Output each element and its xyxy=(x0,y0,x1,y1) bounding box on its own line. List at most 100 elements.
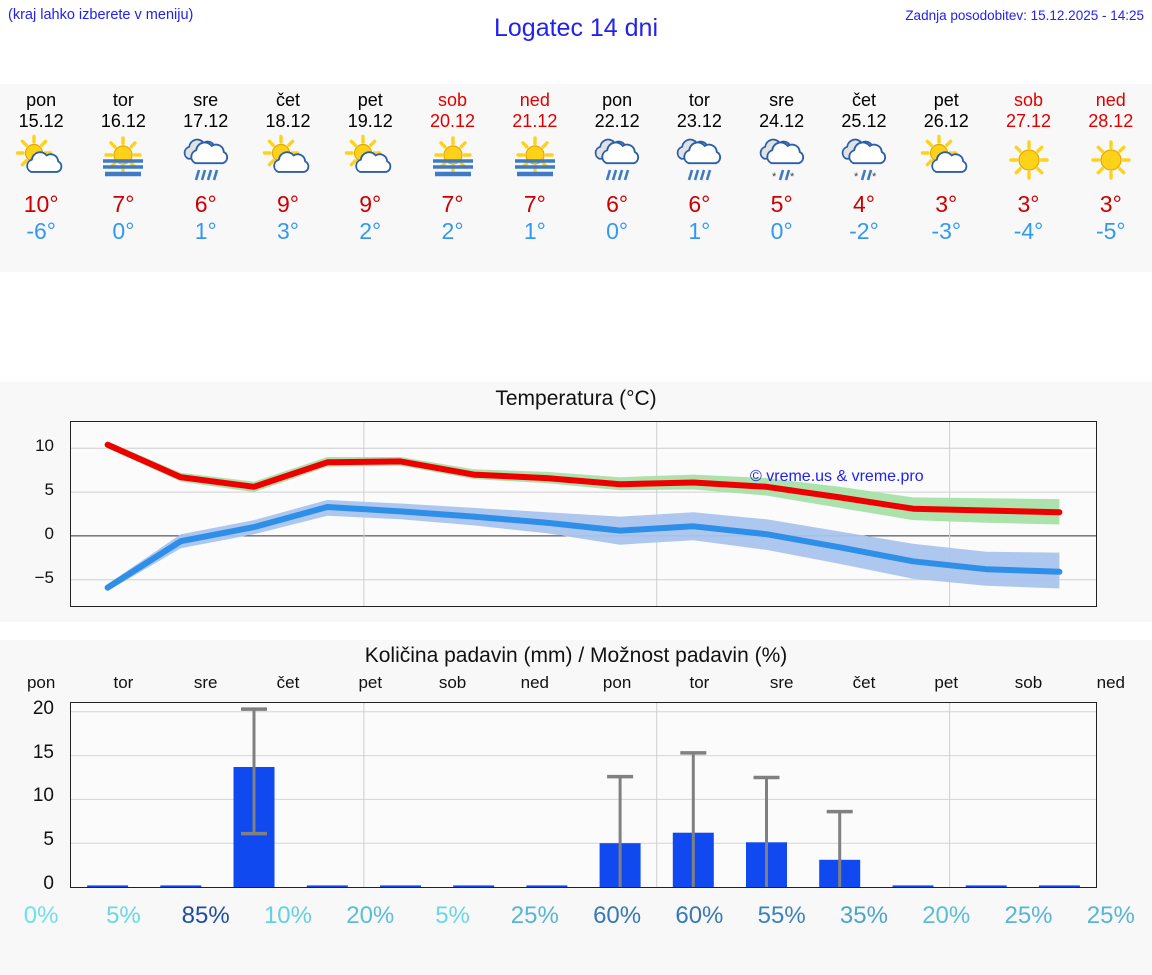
day-max-temp: 7° xyxy=(523,191,546,217)
precipitation-probability-label: 25% xyxy=(510,902,559,929)
day-min-temp: -4° xyxy=(1013,218,1044,244)
svg-text:*: * xyxy=(854,171,859,183)
day-date-label: 28.12 xyxy=(1088,111,1134,131)
cloud-sleet-icon: * * xyxy=(823,134,905,186)
day-min-temp: 0° xyxy=(770,218,793,244)
day-of-week-label: sob xyxy=(438,90,468,110)
cloud-sleet-icon: * * xyxy=(741,134,823,186)
forecast-day-column[interactable]: sob 27.12 3° -4° xyxy=(987,84,1069,272)
precipitation-probability-label: 5% xyxy=(435,902,470,929)
day-date-label: 22.12 xyxy=(594,111,640,131)
day-date-label: 24.12 xyxy=(759,111,805,131)
precipitation-day-label: pet xyxy=(934,673,959,692)
day-date-label: 18.12 xyxy=(265,111,311,131)
forecast-day-column[interactable]: pon 22.12 6° 0° xyxy=(576,84,658,272)
day-date-label: 15.12 xyxy=(18,111,64,131)
precipitation-chart-title: Količina padavin (mm) / Možnost padavin … xyxy=(364,644,788,667)
day-of-week-label: sre xyxy=(769,90,795,110)
day-max-temp: 6° xyxy=(688,191,711,217)
precipitation-y-axis-tick: 15 xyxy=(32,741,54,763)
precipitation-day-labels: pon tor sre čet pet sob ned pon tor sre čet pet sob n… xyxy=(0,673,1152,693)
day-date-label: 26.12 xyxy=(923,111,969,131)
precipitation-probability-label: 10% xyxy=(263,902,312,929)
forecast-day-column[interactable]: ned 28.12 3° -5° xyxy=(1070,84,1152,272)
day-date-label: 27.12 xyxy=(1005,111,1052,131)
svg-text:*: * xyxy=(772,171,777,183)
temperature-y-axis-tick: 0 xyxy=(44,523,54,543)
sun-fog-icon xyxy=(494,134,576,186)
precipitation-chart-panel: Količina padavin (mm) / Možnost padavin … xyxy=(0,640,1152,975)
day-of-week-label: sob xyxy=(1014,90,1044,110)
precipitation-probability-label: 85% xyxy=(181,902,230,929)
day-min-temp: 3° xyxy=(276,218,299,244)
forecast-day-column[interactable]: pon 15.12 10° -6° xyxy=(0,84,82,272)
day-max-temp: 7° xyxy=(441,191,464,217)
day-max-temp: 3° xyxy=(1017,191,1040,217)
precipitation-day-label: sob xyxy=(438,673,467,692)
precipitation-plot-area xyxy=(70,702,1097,888)
forecast-day-column[interactable]: sre 17.12 6° 1° xyxy=(165,84,247,272)
forecast-day-column[interactable]: čet 18.12 9° 3° xyxy=(247,84,329,272)
forecast-day-column[interactable]: čet 25.12 * * 4° -2° xyxy=(823,84,905,272)
cloud-rain-icon xyxy=(658,134,740,186)
day-of-week-label: pet xyxy=(357,90,383,110)
sun-fog-icon xyxy=(411,134,493,186)
day-of-week-label: pon xyxy=(602,90,633,110)
day-min-temp: 1° xyxy=(194,218,217,244)
precipitation-probability-label: 60% xyxy=(593,902,642,929)
precipitation-probability-label: 25% xyxy=(1004,902,1053,929)
precipitation-day-label: tor xyxy=(689,673,710,692)
day-max-temp: 9° xyxy=(276,191,299,217)
day-max-temp: 6° xyxy=(606,191,629,217)
precipitation-day-label: ned xyxy=(1096,673,1125,692)
sun-icon xyxy=(987,134,1069,186)
precipitation-bar-chart xyxy=(71,703,1096,887)
temperature-y-axis-tick: −5 xyxy=(34,567,54,587)
day-min-temp: -6° xyxy=(26,218,56,244)
menu-hint-text: (kraj lahko izberete v meniju) xyxy=(8,7,194,23)
precipitation-day-label: tor xyxy=(113,673,134,692)
day-date-label: 23.12 xyxy=(676,111,722,131)
temperature-chart-panel: Temperatura (°C) 10 5 0 −5 xyxy=(0,382,1152,622)
precipitation-day-label: ned xyxy=(520,673,550,692)
forecast-day-column[interactable]: ned 21.12 7° 1° xyxy=(494,84,576,272)
precipitation-probability-row: 0% 5% 85% 10% 20% 5% 25% 60% 60% 55% 35% 20% 25% 25% xyxy=(0,902,1152,930)
forecast-day-column[interactable]: tor 23.12 6° 1° xyxy=(658,84,740,272)
day-of-week-label: tor xyxy=(688,90,710,110)
precipitation-probability-label: 0% xyxy=(23,902,59,929)
forecast-day-column[interactable]: pet 26.12 3° -3° xyxy=(905,84,987,272)
sun-fog-icon xyxy=(82,134,164,186)
page-title: Logatec 14 dni xyxy=(493,14,659,42)
precipitation-day-label: čet xyxy=(276,673,300,692)
day-of-week-label: tor xyxy=(112,90,134,110)
precipitation-probability-label: 35% xyxy=(839,902,888,929)
day-of-week-label: ned xyxy=(519,90,550,110)
precipitation-probability-label: 25% xyxy=(1086,902,1135,929)
forecast-day-column[interactable]: pet 19.12 9° 2° xyxy=(329,84,411,272)
day-of-week-label: pon xyxy=(26,90,57,110)
temperature-line-chart xyxy=(71,422,1096,606)
forecast-day-column[interactable]: tor 16.12 7° 0° xyxy=(82,84,164,272)
precipitation-y-axis-tick: 10 xyxy=(32,785,54,807)
forecast-day-column[interactable]: sob 20.12 7° 2° xyxy=(411,84,493,272)
day-date-label: 20.12 xyxy=(430,111,476,131)
precipitation-y-axis-tick: 0 xyxy=(43,873,54,894)
precipitation-day-label: pon xyxy=(602,673,632,692)
precipitation-probability-label: 5% xyxy=(106,902,141,929)
day-min-temp: -5° xyxy=(1095,218,1126,244)
sun-cloud-icon xyxy=(247,134,329,186)
forecast-day-column[interactable]: sre 24.12 * * 5° 0° xyxy=(741,84,823,272)
sun-cloud-icon xyxy=(329,134,411,186)
precipitation-probability-label: 20% xyxy=(922,902,971,929)
day-max-temp: 6° xyxy=(194,191,217,217)
day-max-temp: 9° xyxy=(359,191,382,217)
svg-text:*: * xyxy=(790,171,795,183)
day-max-temp: 4° xyxy=(852,191,875,217)
day-min-temp: 1° xyxy=(688,218,711,244)
day-of-week-label: ned xyxy=(1095,90,1126,110)
daily-forecast-strip: pon 15.12 10° -6° tor 16.12 7° 0° sre 17.1… xyxy=(0,84,1152,272)
day-min-temp: 1° xyxy=(523,218,546,244)
precipitation-day-label: sre xyxy=(193,673,218,692)
day-min-temp: 0° xyxy=(112,218,135,244)
precipitation-day-label: pet xyxy=(358,673,383,692)
